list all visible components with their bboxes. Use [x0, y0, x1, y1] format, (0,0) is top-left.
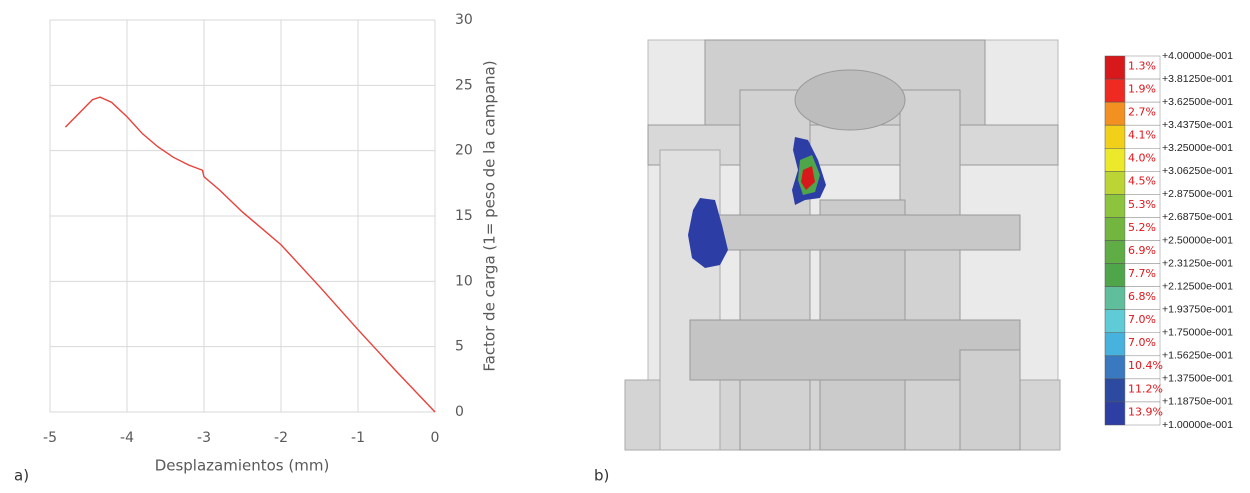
legend-percentage: 4.1% [1128, 129, 1156, 142]
legend-level: +2.68750e-001 [1162, 211, 1233, 223]
legend-percentage: 4.5% [1128, 175, 1156, 188]
legend-level: +2.87500e-001 [1162, 188, 1233, 200]
x-axis-title: Desplazamientos (mm) [155, 457, 330, 475]
data-line [65, 97, 435, 412]
y-tick-label: 15 [455, 208, 473, 224]
legend-level: +3.06250e-001 [1162, 165, 1233, 177]
legend-level: +3.43750e-001 [1162, 119, 1233, 131]
legend-level: +2.50000e-001 [1162, 234, 1233, 246]
legend-percentage: 5.3% [1128, 198, 1156, 211]
legend-swatch [1105, 287, 1125, 310]
legend-swatch [1105, 310, 1125, 333]
fe-render [625, 40, 1060, 450]
legend-percentage: 6.9% [1128, 244, 1156, 257]
legend-percentage: 7.0% [1128, 336, 1156, 349]
legend-level: +4.00000e-001 [1162, 50, 1233, 62]
legend-level: +1.75000e-001 [1162, 327, 1233, 339]
legend-level: +3.25000e-001 [1162, 142, 1233, 154]
figure: a) b) Desplazamientos (mm) Factor de car… [0, 0, 1250, 489]
legend-percentage: 4.0% [1128, 152, 1156, 165]
legend-swatch [1105, 333, 1125, 356]
legend-swatch [1105, 379, 1125, 402]
y-tick-label: 5 [455, 339, 464, 355]
x-tick-label: -2 [274, 430, 288, 446]
legend-level: +2.31250e-001 [1162, 257, 1233, 269]
x-tick-label: 0 [431, 430, 440, 446]
legend-swatch [1105, 264, 1125, 287]
solid [960, 350, 1020, 450]
panel-label: b) [594, 467, 609, 485]
y-tick-label: 10 [455, 273, 473, 289]
legend-swatch [1105, 79, 1125, 102]
legend-swatch [1105, 402, 1125, 425]
legend-swatch [1105, 356, 1125, 379]
legend-level: +1.56250e-001 [1162, 350, 1233, 362]
y-tick-label: 25 [455, 77, 473, 93]
legend-level: +1.18750e-001 [1162, 396, 1233, 408]
x-tick-label: -5 [43, 430, 57, 446]
legend-level: +1.93750e-001 [1162, 303, 1233, 315]
x-tick-label: -1 [351, 430, 365, 446]
legend-swatch [1105, 194, 1125, 217]
legend-percentage: 13.9% [1128, 405, 1163, 418]
legend-percentage: 1.9% [1128, 82, 1156, 95]
legend-level: +1.37500e-001 [1162, 373, 1233, 385]
legend-swatch [1105, 125, 1125, 148]
y-tick-label: 30 [455, 12, 473, 28]
x-tick-label: -3 [197, 430, 211, 446]
legend-swatch [1105, 171, 1125, 194]
y-tick-label: 20 [455, 143, 473, 159]
legend-swatch [1105, 241, 1125, 264]
legend-level: +3.81250e-001 [1162, 73, 1233, 85]
panel-label: a) [14, 467, 29, 485]
solid [795, 70, 905, 130]
legend-swatch [1105, 102, 1125, 125]
y-axis-title: Factor de carga (1= peso de la campana) [481, 60, 499, 371]
legend-percentage: 7.7% [1128, 267, 1156, 280]
solid [700, 215, 1020, 250]
legend-level: +3.62500e-001 [1162, 96, 1233, 108]
legend-percentage: 10.4% [1128, 359, 1163, 372]
legend-percentage: 1.3% [1128, 59, 1156, 72]
legend-swatch [1105, 148, 1125, 171]
solid [900, 90, 960, 450]
legend-swatch [1105, 217, 1125, 240]
y-tick-label: 0 [455, 404, 464, 420]
legend-percentage: 5.2% [1128, 221, 1156, 234]
legend-percentage: 11.2% [1128, 382, 1163, 395]
solid [660, 150, 720, 450]
legend-percentage: 2.7% [1128, 106, 1156, 119]
x-tick-label: -4 [120, 430, 134, 446]
legend-percentage: 7.0% [1128, 313, 1156, 326]
legend-level: +2.12500e-001 [1162, 280, 1233, 292]
legend-swatch [1105, 56, 1125, 79]
legend-level: +1.00000e-001 [1162, 419, 1233, 431]
legend-percentage: 6.8% [1128, 290, 1156, 303]
